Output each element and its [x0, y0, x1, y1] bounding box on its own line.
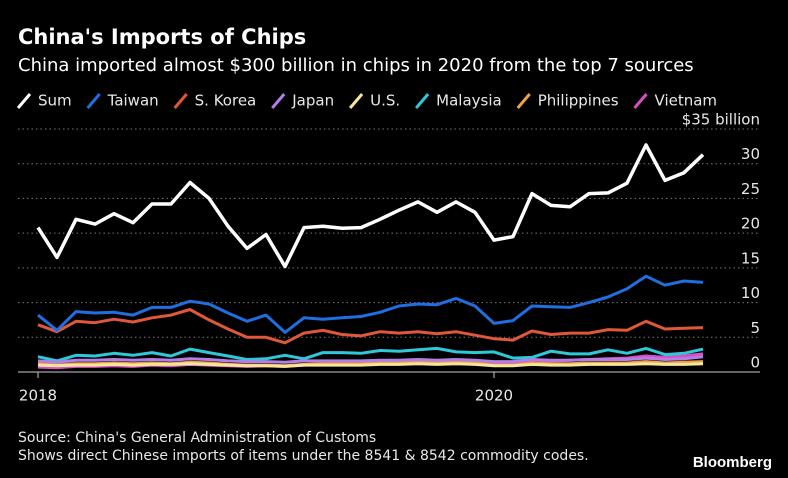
- legend-label: Malaysia: [436, 92, 502, 110]
- legend-swatch: [516, 93, 531, 109]
- note: Shows direct Chinese imports of items un…: [18, 448, 589, 464]
- legend-swatch: [348, 93, 364, 109]
- legend-label: S. Korea: [195, 92, 257, 110]
- line-series: [37, 355, 704, 364]
- legend-swatch: [415, 93, 430, 109]
- y-tick-label: 15: [741, 249, 760, 267]
- y-tick-label: 30: [741, 145, 760, 163]
- legend-swatch: [86, 93, 101, 109]
- legend-label: U.S.: [370, 92, 400, 110]
- x-tick-label: 2020: [475, 387, 513, 405]
- line-series: [36, 143, 705, 269]
- y-tick-label: 0: [750, 354, 760, 372]
- line-series: [37, 362, 704, 368]
- legend-label: Taiwan: [107, 92, 159, 110]
- chart-title: China's Imports of Chips: [18, 25, 306, 49]
- legend-label: Japan: [291, 92, 334, 110]
- line-series: [37, 274, 704, 334]
- chart-subtitle: China imported almost $300 billion in ch…: [18, 55, 694, 76]
- y-tick-label: 20: [741, 215, 760, 233]
- legend-label: Sum: [38, 92, 72, 110]
- y-tick-label: 25: [741, 180, 760, 198]
- legend-swatch: [173, 93, 188, 109]
- legend-swatch: [16, 93, 32, 109]
- y-tick-label: $35 billion: [682, 111, 760, 129]
- legend-label: Vietnam: [655, 92, 718, 110]
- x-tick-label: 2018: [19, 387, 57, 405]
- line-series: [37, 308, 704, 345]
- legend-label: Philippines: [538, 92, 619, 110]
- y-tick-label: 5: [750, 319, 760, 337]
- brand: Bloomberg: [693, 454, 772, 471]
- source: Source: China's General Administration o…: [18, 430, 376, 446]
- legend-swatch: [633, 93, 648, 109]
- legend-swatch: [271, 93, 286, 109]
- y-tick-label: 10: [741, 284, 760, 302]
- line-series: [37, 346, 704, 363]
